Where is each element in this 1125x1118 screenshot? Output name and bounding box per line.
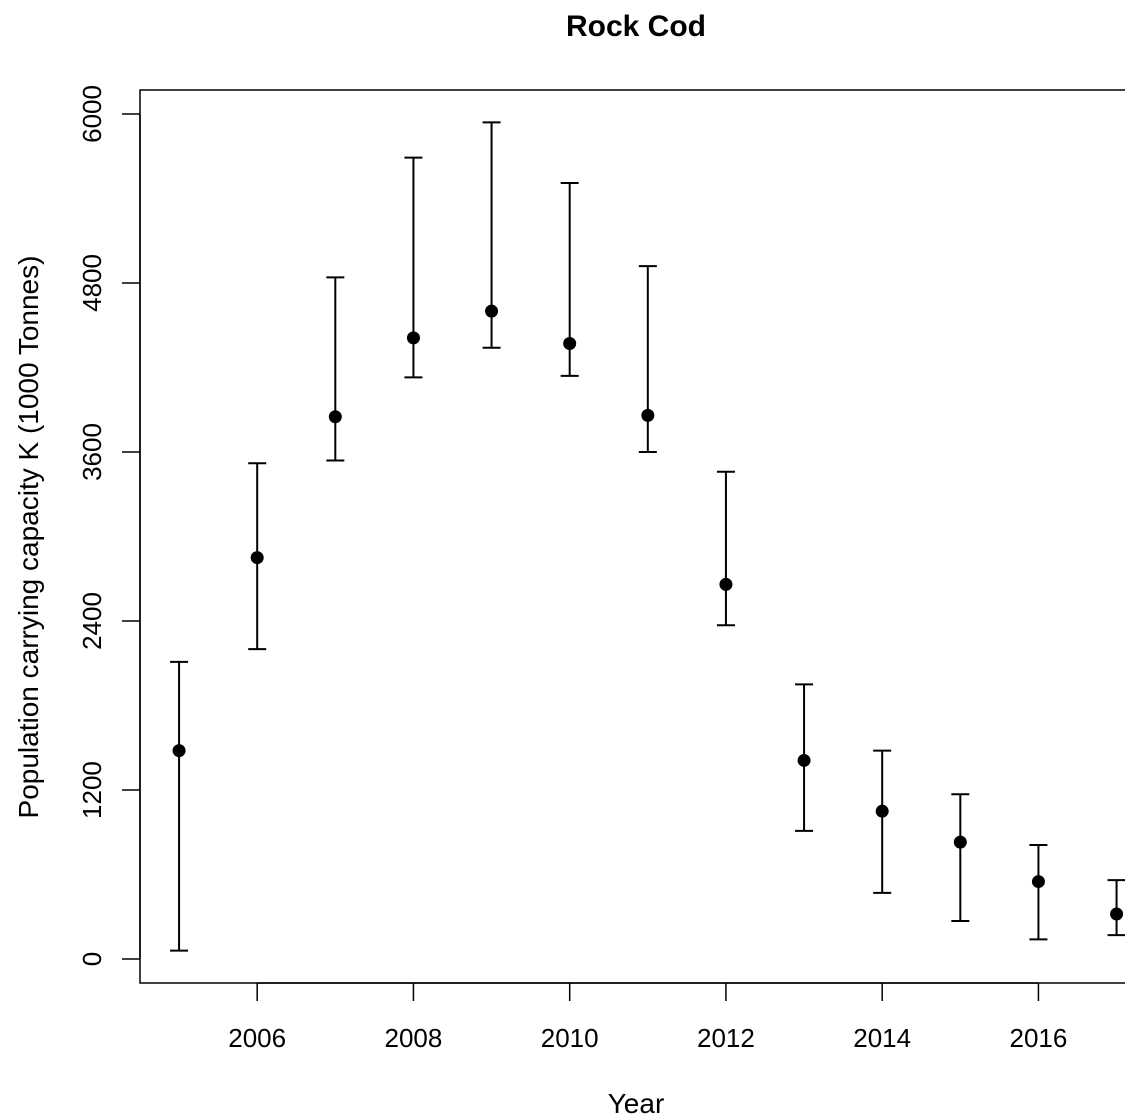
plot-frame — [139, 89, 1125, 984]
data-point — [250, 551, 264, 565]
chart-title: Rock Cod — [566, 10, 706, 43]
y-tick-label: 2400 — [77, 592, 107, 650]
x-tick-label: 2012 — [697, 1023, 755, 1053]
y-axis-label: Population carrying capacity K (1000 Ton… — [13, 256, 44, 819]
data-point — [172, 744, 186, 758]
y-tick-label: 0 — [77, 952, 107, 966]
data-point — [1110, 907, 1124, 921]
y-tick-label: 4800 — [77, 254, 107, 312]
x-tick-label: 2016 — [1010, 1023, 1068, 1053]
x-tick-label: 2006 — [228, 1023, 286, 1053]
x-tick-label: 2014 — [853, 1023, 911, 1053]
data-point — [406, 331, 420, 345]
data-point — [797, 753, 811, 767]
x-tick-label: 2010 — [541, 1023, 599, 1053]
data-point — [1031, 875, 1045, 889]
data-point — [641, 408, 655, 422]
data-point — [953, 835, 967, 849]
y-tick-label: 6000 — [77, 85, 107, 143]
error-bars — [170, 121, 1125, 952]
data-point — [875, 804, 889, 818]
x-tick-label: 2008 — [385, 1023, 443, 1053]
data-point — [719, 577, 733, 591]
data-point — [563, 337, 577, 351]
x-axis: 2006 2008 2010 2012 2014 2016 — [228, 982, 1068, 1053]
data-points — [172, 304, 1124, 921]
y-tick-label: 3600 — [77, 423, 107, 481]
data-point — [328, 410, 342, 424]
x-axis-label: Year — [608, 1088, 665, 1118]
y-axis: 0 1200 2400 3600 4800 6000 — [77, 85, 141, 966]
y-tick-label: 1200 — [77, 761, 107, 819]
data-point — [485, 304, 499, 318]
